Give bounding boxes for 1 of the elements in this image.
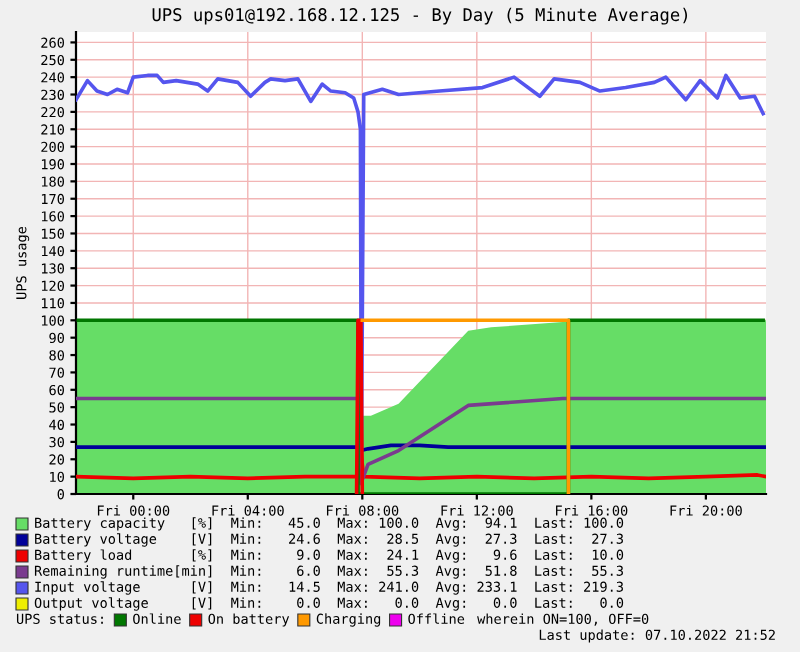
chart-title: UPS ups01@192.168.12.125 - By Day (5 Minute Average) <box>152 7 688 25</box>
